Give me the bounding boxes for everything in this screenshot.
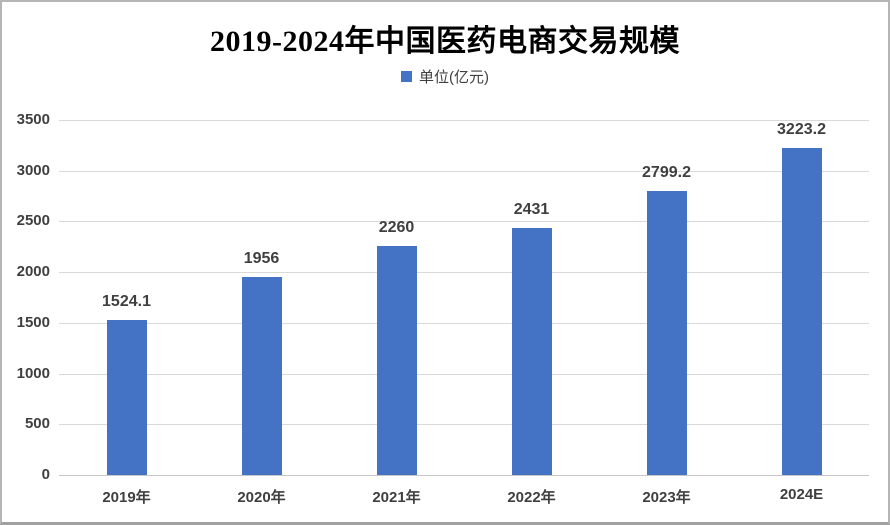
- bar-value-label: 1956: [243, 249, 280, 267]
- bar-column: 2431 2022年: [464, 120, 599, 506]
- bar: [241, 276, 282, 475]
- x-axis-tick-label: 2021年: [372, 489, 421, 506]
- y-axis-tick-label: 1500: [16, 313, 50, 331]
- x-axis-tick-label: 2019年: [102, 489, 151, 506]
- y-axis-tick-label: 0: [41, 466, 50, 483]
- x-axis-tick-label: 2020年: [237, 489, 286, 506]
- x-axis-tick-label: 2023年: [642, 489, 691, 506]
- bar-value-label: 2431: [513, 201, 550, 219]
- bar-value-label: 3223.2: [777, 121, 826, 139]
- bar: [106, 320, 147, 475]
- x-axis-tick-label: 2024E: [779, 486, 824, 503]
- gridline: [59, 221, 869, 223]
- y-axis-tick-label: 2000: [16, 263, 50, 281]
- bar-column: 2260 2021年: [329, 120, 464, 506]
- gridline: [59, 373, 869, 375]
- bar-column: 1956 2020年: [194, 120, 329, 506]
- bar-column: 2799.2 2023年: [599, 120, 734, 506]
- bar-column: 1524.1 2019年: [59, 120, 194, 506]
- gridline: [59, 424, 869, 426]
- x-axis-tick-label: 2022年: [507, 489, 556, 506]
- bar-value-label: 2260: [378, 218, 415, 236]
- gridline: [59, 475, 869, 476]
- gridline: [59, 170, 869, 172]
- gridline: [59, 120, 869, 121]
- bar: [376, 245, 417, 475]
- bars-container: 1524.1 2019年 1956 2020年 2260 2021年 2431 2022年 27…: [59, 120, 869, 506]
- bar: [646, 191, 687, 475]
- y-axis-tick-label: 2500: [16, 212, 50, 230]
- y-axis-tick-label: 3500: [16, 111, 50, 128]
- legend-label: 单位(亿元): [419, 69, 489, 86]
- bar: [781, 148, 822, 475]
- bar: [511, 228, 552, 475]
- legend: 单位(亿元): [2, 66, 888, 87]
- gridline: [59, 272, 869, 274]
- legend-swatch-icon: [401, 71, 412, 82]
- y-axis-tick-label: 500: [24, 415, 50, 433]
- bar-value-label: 1524.1: [102, 293, 151, 311]
- bar-value-label: 2799.2: [642, 164, 691, 182]
- plot-area: 0 500 1000 1500 2000 2500 3000 3500 1524.1 2019年…: [17, 111, 869, 506]
- bar-column: 3223.2 2024E: [734, 120, 869, 503]
- gridline: [59, 322, 869, 324]
- y-axis-tick-label: 1000: [16, 364, 50, 382]
- y-axis-tick-label: 3000: [16, 161, 50, 179]
- chart-title: 2019-2024年中国医药电商交易规模: [210, 25, 680, 58]
